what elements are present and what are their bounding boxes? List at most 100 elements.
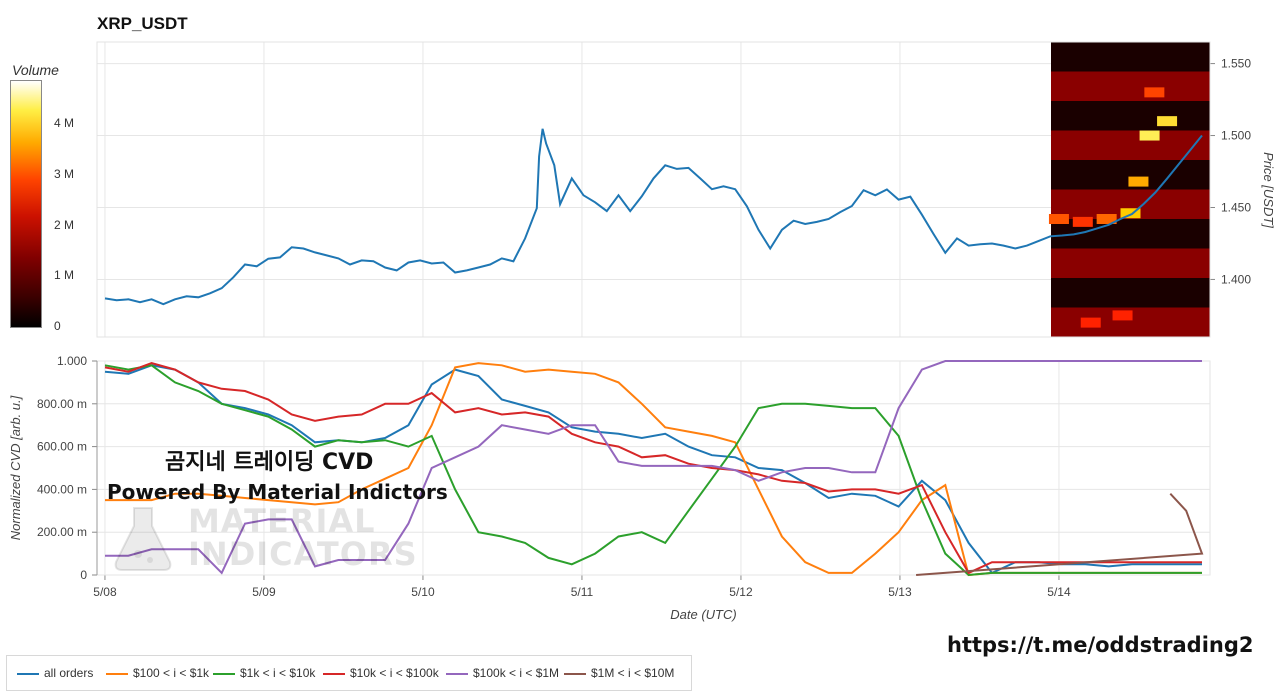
legend: all orders $100 < i < $1k $1k < i < $10k… — [6, 655, 692, 691]
colorbar-tick: 2 M — [54, 217, 75, 232]
legend-swatch — [17, 672, 39, 675]
telegram-url: https://t.me/oddstrading2 — [947, 633, 1254, 657]
heatmap-band — [1051, 169, 1210, 181]
cvd-y-tick-label: 0 — [80, 568, 87, 582]
heatmap-hotspot — [1080, 317, 1101, 328]
heatmap-band — [1051, 199, 1210, 210]
x-tick-label: 5/11 — [571, 585, 594, 599]
overlay-subtitle: Powered By Material Indictors — [107, 480, 448, 504]
heatmap-band — [1051, 150, 1210, 161]
legend-item-all-orders[interactable]: all orders — [17, 666, 93, 680]
heatmap-band — [1051, 81, 1210, 92]
legend-item-1m-10m[interactable]: $1M < i < $10M — [564, 666, 674, 680]
legend-label: $10k < i < $100k — [350, 666, 439, 680]
heatmap-hotspot — [1072, 216, 1093, 227]
cvd-series-line — [104, 364, 1202, 577]
heatmap-band — [1051, 258, 1210, 269]
x-tick-label: 5/13 — [888, 585, 912, 599]
heatmap-hotspot — [1120, 208, 1141, 219]
cvd-y-tick-label: 400.00 m — [37, 482, 87, 496]
x-tick-label: 5/14 — [1047, 585, 1071, 599]
watermark-line-1: MATERIAL — [188, 502, 376, 540]
heatmap-hotspot — [1139, 130, 1160, 141]
heatmap-hotspot — [1096, 214, 1117, 224]
legend-swatch — [564, 672, 586, 675]
legend-label: all orders — [44, 666, 94, 680]
x-tick-label: 5/09 — [252, 585, 276, 599]
heatmap-band — [1051, 71, 1210, 82]
heatmap-band — [1051, 101, 1210, 112]
colorbar-tick: 3 M — [54, 166, 75, 181]
heatmap-band — [1051, 160, 1210, 171]
heatmap-band — [1051, 278, 1210, 289]
watermark-line-2: INDICATORS — [188, 535, 418, 573]
legend-swatch — [213, 672, 235, 675]
heatmap-band — [1051, 297, 1210, 308]
colorbar-tick: 0 — [54, 319, 61, 333]
price-plot-frame — [96, 41, 1211, 338]
cvd-y-tick-label: 1.000 — [57, 354, 87, 368]
heatmap-band — [1051, 91, 1210, 102]
price-y-tick-label: 1.400 — [1221, 272, 1251, 286]
cvd-y-tick-label: 800.00 m — [37, 397, 87, 411]
legend-item-10k-100k[interactable]: $10k < i < $100k — [323, 666, 439, 680]
heatmap-band — [1051, 219, 1210, 230]
legend-swatch — [106, 672, 128, 675]
heatmap-hotspot — [1157, 116, 1178, 127]
chart-title: XRP_USDT — [97, 14, 188, 33]
heatmap-band — [1051, 317, 1210, 328]
legend-label: $1k < i < $10k — [240, 666, 316, 680]
heatmap-hotspot — [1128, 176, 1149, 187]
heatmap-hotspot — [1144, 87, 1165, 98]
heatmap-hotspot — [1112, 310, 1133, 321]
volume-colorbar — [10, 80, 42, 328]
cvd-series-line — [105, 360, 1202, 575]
x-axis-label: Date (UTC) — [670, 607, 736, 622]
cvd-y-tick-label: 200.00 m — [37, 525, 87, 539]
x-tick-label: 5/10 — [411, 585, 435, 599]
heatmap-band — [1051, 61, 1210, 72]
heatmap-band — [1051, 287, 1210, 299]
legend-swatch — [323, 672, 345, 675]
price-y-tick-label: 1.450 — [1221, 200, 1251, 214]
heatmap-band — [1051, 140, 1210, 151]
colorbar-title: Volume — [12, 62, 59, 78]
colorbar-tick: 4 M — [54, 116, 75, 131]
price-y-axis-label: Price [USDT] — [1261, 152, 1276, 228]
legend-label: $1M < i < $10M — [591, 666, 675, 680]
price-plot-area — [96, 41, 1211, 338]
heatmap-band — [1051, 248, 1210, 259]
legend-label: $100 < i < $1k — [133, 666, 210, 680]
legend-item-100-1k[interactable]: $100 < i < $1k — [106, 666, 209, 680]
watermark-text: MATERIAL INDICATORS — [188, 505, 418, 571]
volume-heatmap — [1048, 42, 1210, 338]
cvd-series-line — [916, 493, 1204, 576]
price-y-tick-label: 1.550 — [1221, 57, 1251, 71]
legend-label: $100k < i < $1M — [473, 666, 560, 680]
heatmap-hotspot — [1048, 214, 1069, 224]
overlay-title: 곰지네 트레이딩 CVD — [165, 450, 374, 475]
cvd-series-line — [104, 362, 1202, 575]
x-tick-label: 5/12 — [729, 585, 753, 599]
heatmap-band — [1051, 110, 1210, 122]
heatmap-band — [1051, 51, 1210, 63]
heatmap-band — [1051, 120, 1210, 131]
price-line — [104, 128, 1203, 306]
colorbar-tick: 1 M — [54, 268, 75, 283]
legend-swatch — [446, 672, 468, 675]
heatmap-band — [1051, 130, 1210, 141]
heatmap-band — [1051, 238, 1210, 249]
flask-watermark-icon — [112, 506, 174, 572]
legend-item-100k-1m[interactable]: $100k < i < $1M — [446, 666, 559, 680]
price-y-tick-label: 1.500 — [1221, 129, 1251, 143]
heatmap-band — [1051, 189, 1210, 200]
cvd-y-axis-label: Normalized CVD [arb. u.] — [8, 395, 23, 540]
heatmap-band — [1051, 268, 1210, 279]
x-tick-label: 5/08 — [93, 585, 117, 599]
cvd-y-tick-label: 600.00 m — [37, 440, 87, 454]
heatmap-band — [1051, 42, 1210, 53]
heatmap-band — [1051, 327, 1210, 338]
heatmap-band — [1051, 228, 1210, 240]
legend-item-1k-10k[interactable]: $1k < i < $10k — [213, 666, 315, 680]
